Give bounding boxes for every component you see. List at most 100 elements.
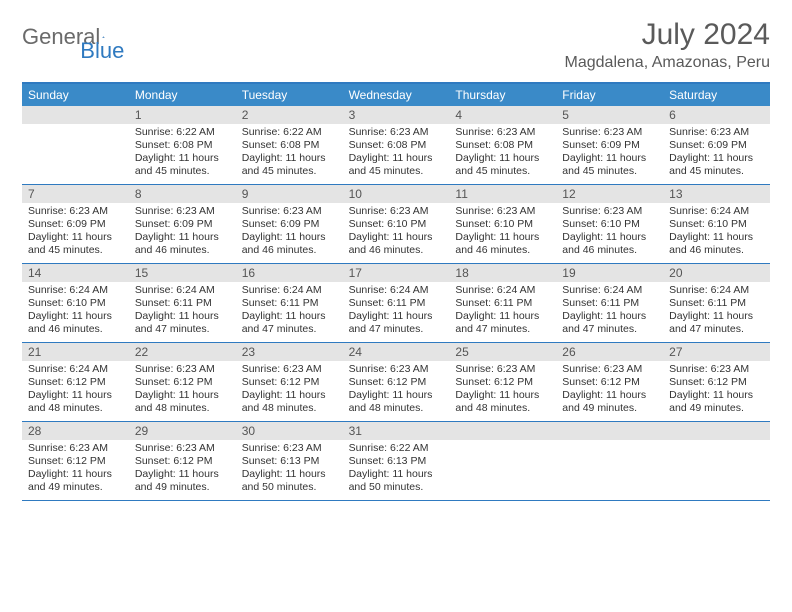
sunrise-text: Sunrise: 6:23 AM	[562, 363, 657, 376]
sunrise-text: Sunrise: 6:23 AM	[669, 363, 764, 376]
sunset-text: Sunset: 6:08 PM	[242, 139, 337, 152]
sunset-text: Sunset: 6:12 PM	[242, 376, 337, 389]
daylight-text: Daylight: 11 hours and 47 minutes.	[349, 310, 444, 336]
sunrise-text: Sunrise: 6:23 AM	[28, 442, 123, 455]
day-number: 7	[22, 185, 129, 203]
sunset-text: Sunset: 6:12 PM	[135, 376, 230, 389]
sunset-text: Sunset: 6:11 PM	[455, 297, 550, 310]
day-number: 8	[129, 185, 236, 203]
weekday-header: Tuesday	[236, 84, 343, 106]
day-cell: 9Sunrise: 6:23 AMSunset: 6:09 PMDaylight…	[236, 185, 343, 263]
sunrise-text: Sunrise: 6:22 AM	[135, 126, 230, 139]
weekday-header: Thursday	[449, 84, 556, 106]
day-cell: 25Sunrise: 6:23 AMSunset: 6:12 PMDayligh…	[449, 343, 556, 421]
sunset-text: Sunset: 6:13 PM	[242, 455, 337, 468]
daylight-text: Daylight: 11 hours and 48 minutes.	[28, 389, 123, 415]
day-body: Sunrise: 6:24 AMSunset: 6:11 PMDaylight:…	[236, 282, 343, 341]
week-row: 21Sunrise: 6:24 AMSunset: 6:12 PMDayligh…	[22, 343, 770, 422]
sunrise-text: Sunrise: 6:23 AM	[349, 363, 444, 376]
sunrise-text: Sunrise: 6:23 AM	[455, 205, 550, 218]
day-number: 10	[343, 185, 450, 203]
sunset-text: Sunset: 6:12 PM	[455, 376, 550, 389]
logo: General Blue	[22, 18, 172, 50]
day-cell	[22, 106, 129, 184]
daylight-text: Daylight: 11 hours and 46 minutes.	[28, 310, 123, 336]
sunrise-text: Sunrise: 6:24 AM	[135, 284, 230, 297]
sunrise-text: Sunrise: 6:24 AM	[242, 284, 337, 297]
sunset-text: Sunset: 6:12 PM	[349, 376, 444, 389]
day-cell: 30Sunrise: 6:23 AMSunset: 6:13 PMDayligh…	[236, 422, 343, 500]
sunset-text: Sunset: 6:08 PM	[135, 139, 230, 152]
day-number: 27	[663, 343, 770, 361]
day-number: 16	[236, 264, 343, 282]
day-number: 31	[343, 422, 450, 440]
day-cell: 8 Sunrise: 6:23 AMSunset: 6:09 PMDaylight…	[129, 185, 236, 263]
sunset-text: Sunset: 6:12 PM	[28, 455, 123, 468]
daylight-text: Daylight: 11 hours and 47 minutes.	[562, 310, 657, 336]
day-cell: 11Sunrise: 6:23 AMSunset: 6:10 PMDayligh…	[449, 185, 556, 263]
day-cell: 21Sunrise: 6:24 AMSunset: 6:12 PMDayligh…	[22, 343, 129, 421]
day-number: 28	[22, 422, 129, 440]
week-row: 7Sunrise: 6:23 AMSunset: 6:09 PMDaylight…	[22, 185, 770, 264]
day-cell: 17Sunrise: 6:24 AMSunset: 6:11 PMDayligh…	[343, 264, 450, 342]
day-body: Sunrise: 6:24 AMSunset: 6:11 PMDaylight:…	[343, 282, 450, 341]
sunset-text: Sunset: 6:12 PM	[28, 376, 123, 389]
day-body: Sunrise: 6:23 AMSunset: 6:10 PMDaylight:…	[449, 203, 556, 262]
week-row: 1Sunrise: 6:22 AMSunset: 6:08 PMDaylight…	[22, 106, 770, 185]
day-body: Sunrise: 6:24 AMSunset: 6:11 PMDaylight:…	[449, 282, 556, 341]
sunrise-text: Sunrise: 6:23 AM	[242, 363, 337, 376]
day-body: Sunrise: 6:23 AMSunset: 6:09 PMDaylight:…	[556, 124, 663, 183]
sunset-text: Sunset: 6:11 PM	[242, 297, 337, 310]
day-number: 24	[343, 343, 450, 361]
sunrise-text: Sunrise: 6:23 AM	[669, 126, 764, 139]
day-body: Sunrise: 6:23 AMSunset: 6:12 PMDaylight:…	[22, 440, 129, 499]
sunrise-text: Sunrise: 6:24 AM	[28, 284, 123, 297]
day-number	[556, 422, 663, 440]
week-row: 14Sunrise: 6:24 AMSunset: 6:10 PMDayligh…	[22, 264, 770, 343]
day-number: 26	[556, 343, 663, 361]
sunrise-text: Sunrise: 6:23 AM	[349, 126, 444, 139]
daylight-text: Daylight: 11 hours and 47 minutes.	[455, 310, 550, 336]
daylight-text: Daylight: 11 hours and 47 minutes.	[242, 310, 337, 336]
day-cell: 4Sunrise: 6:23 AMSunset: 6:08 PMDaylight…	[449, 106, 556, 184]
daylight-text: Daylight: 11 hours and 48 minutes.	[135, 389, 230, 415]
sunrise-text: Sunrise: 6:22 AM	[349, 442, 444, 455]
daylight-text: Daylight: 11 hours and 46 minutes.	[242, 231, 337, 257]
day-number	[22, 106, 129, 124]
sunrise-text: Sunrise: 6:24 AM	[349, 284, 444, 297]
daylight-text: Daylight: 11 hours and 46 minutes.	[135, 231, 230, 257]
sunrise-text: Sunrise: 6:23 AM	[135, 205, 230, 218]
calendar: Sunday Monday Tuesday Wednesday Thursday…	[22, 82, 770, 501]
sunset-text: Sunset: 6:09 PM	[135, 218, 230, 231]
sunrise-text: Sunrise: 6:23 AM	[135, 363, 230, 376]
daylight-text: Daylight: 11 hours and 46 minutes.	[669, 231, 764, 257]
day-body: Sunrise: 6:24 AMSunset: 6:11 PMDaylight:…	[129, 282, 236, 341]
day-cell: 19Sunrise: 6:24 AMSunset: 6:11 PMDayligh…	[556, 264, 663, 342]
sunrise-text: Sunrise: 6:23 AM	[28, 205, 123, 218]
day-cell: 5Sunrise: 6:23 AMSunset: 6:09 PMDaylight…	[556, 106, 663, 184]
day-cell: 26Sunrise: 6:23 AMSunset: 6:12 PMDayligh…	[556, 343, 663, 421]
daylight-text: Daylight: 11 hours and 49 minutes.	[135, 468, 230, 494]
day-number: 12	[556, 185, 663, 203]
day-body: Sunrise: 6:23 AMSunset: 6:13 PMDaylight:…	[236, 440, 343, 499]
daylight-text: Daylight: 11 hours and 48 minutes.	[242, 389, 337, 415]
day-number: 13	[663, 185, 770, 203]
daylight-text: Daylight: 11 hours and 45 minutes.	[242, 152, 337, 178]
day-body: Sunrise: 6:23 AMSunset: 6:12 PMDaylight:…	[663, 361, 770, 420]
day-body: Sunrise: 6:24 AMSunset: 6:11 PMDaylight:…	[663, 282, 770, 341]
day-body: Sunrise: 6:23 AMSunset: 6:10 PMDaylight:…	[556, 203, 663, 262]
weeks-container: 1Sunrise: 6:22 AMSunset: 6:08 PMDaylight…	[22, 106, 770, 501]
sunrise-text: Sunrise: 6:23 AM	[349, 205, 444, 218]
day-cell: 3Sunrise: 6:23 AMSunset: 6:08 PMDaylight…	[343, 106, 450, 184]
day-cell: 6Sunrise: 6:23 AMSunset: 6:09 PMDaylight…	[663, 106, 770, 184]
day-body: Sunrise: 6:23 AMSunset: 6:09 PMDaylight:…	[22, 203, 129, 262]
day-body: Sunrise: 6:24 AMSunset: 6:10 PMDaylight:…	[22, 282, 129, 341]
daylight-text: Daylight: 11 hours and 46 minutes.	[455, 231, 550, 257]
day-number: 25	[449, 343, 556, 361]
day-number: 5	[556, 106, 663, 124]
day-cell	[449, 422, 556, 500]
daylight-text: Daylight: 11 hours and 45 minutes.	[455, 152, 550, 178]
location-text: Magdalena, Amazonas, Peru	[565, 54, 770, 72]
day-cell: 12Sunrise: 6:23 AMSunset: 6:10 PMDayligh…	[556, 185, 663, 263]
day-body: Sunrise: 6:22 AMSunset: 6:08 PMDaylight:…	[236, 124, 343, 183]
